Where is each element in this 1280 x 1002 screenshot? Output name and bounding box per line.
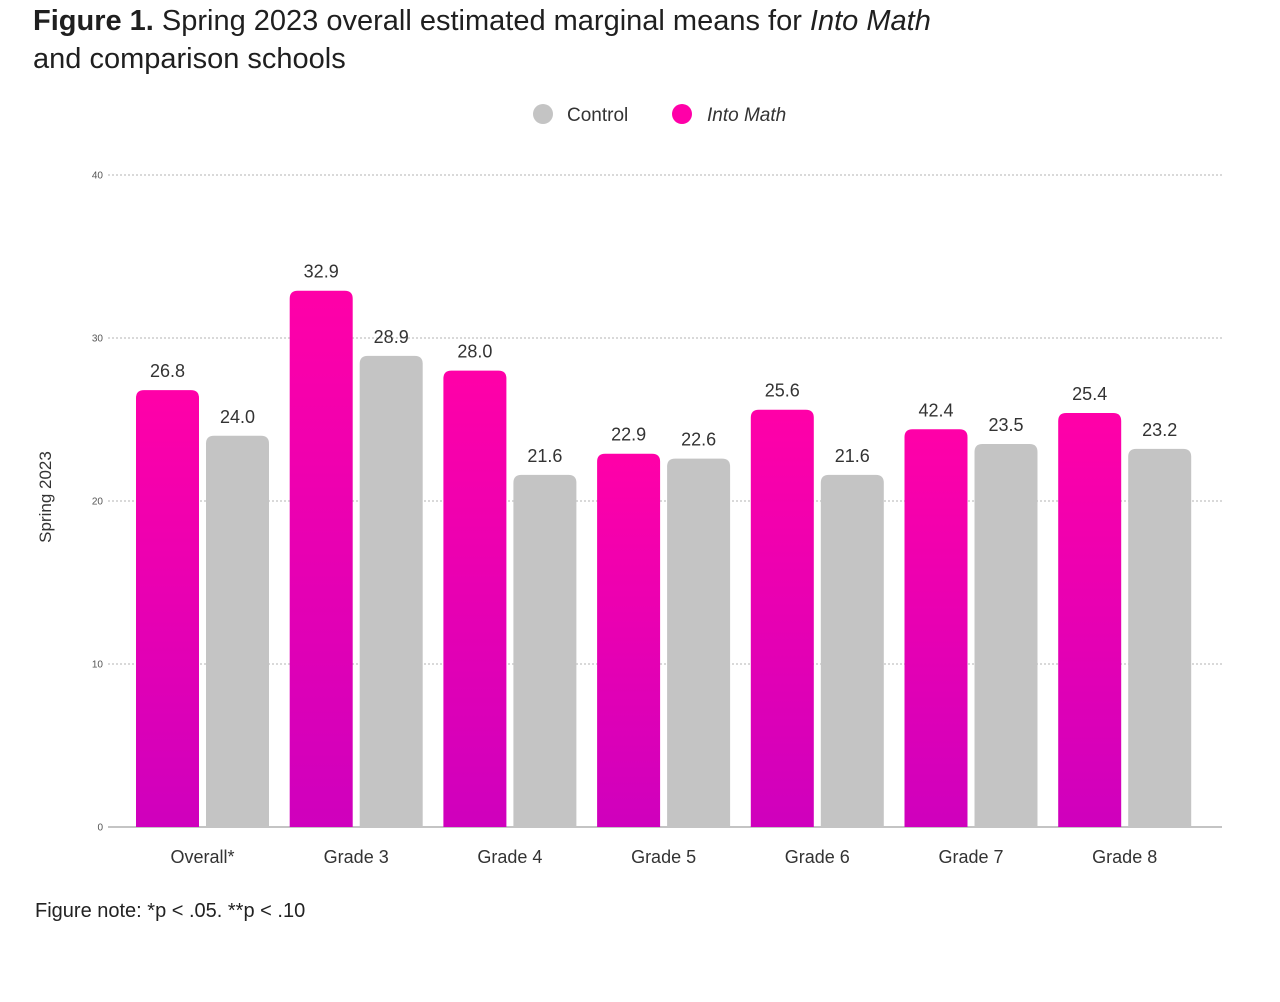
control-bar — [1128, 448, 1192, 827]
control-bar — [667, 458, 731, 827]
figure-label: Figure 1. — [33, 5, 154, 37]
into-math-bar — [443, 370, 507, 827]
x-tick-label: Grade 6 — [785, 847, 850, 867]
figure-title: Figure 1. Spring 2023 overall estimated … — [33, 2, 1033, 78]
x-tick-label: Overall* — [170, 847, 234, 867]
into-math-bar — [1058, 412, 1122, 827]
y-tick-label: 20 — [92, 497, 104, 508]
into-math-bar — [750, 409, 814, 827]
control-bar — [974, 443, 1038, 827]
control-bar — [359, 355, 423, 827]
into-math-bar — [597, 453, 661, 827]
legend-swatch — [672, 104, 692, 124]
figure-title-italic: Into Math — [809, 5, 931, 37]
figure-title-text: Spring 2023 overall estimated marginal m… — [153, 5, 810, 37]
figure-note: Figure note: *p < .05. **p < .10 — [35, 900, 306, 922]
control-bar — [820, 474, 884, 827]
y-tick-label: 10 — [92, 660, 104, 671]
into-math-bar — [904, 429, 968, 827]
x-tick-label: Grade 4 — [477, 847, 542, 867]
x-tick-label: Grade 7 — [938, 847, 1003, 867]
x-tick-label: Grade 3 — [324, 847, 389, 867]
data-label: 22.6 — [681, 430, 716, 450]
data-label: 23.5 — [988, 415, 1023, 435]
data-label: 21.6 — [527, 446, 562, 466]
bar-chart: 0 10 20 30 40 Spring 2023 26.8 24.0 Overall* 32.… — [36, 104, 1222, 867]
data-label: 42.4 — [918, 400, 953, 420]
control-bar — [206, 435, 269, 827]
data-label: 25.4 — [1072, 384, 1107, 404]
x-tick-label: Grade 5 — [631, 847, 696, 867]
data-label: 28.9 — [374, 327, 409, 347]
figure-title-line2: and comparison schools — [33, 43, 346, 75]
data-label: 22.9 — [611, 425, 646, 445]
data-label: 32.9 — [304, 262, 339, 282]
y-axis-label: Spring 2023 — [36, 451, 55, 543]
y-tick-label: 40 — [92, 171, 104, 182]
legend-label: Into Math — [707, 105, 786, 126]
legend-label: Control — [567, 105, 628, 126]
y-tick-label: 30 — [92, 334, 104, 345]
into-math-bar — [289, 290, 353, 828]
legend-swatch — [533, 104, 553, 124]
data-label: 21.6 — [835, 446, 870, 466]
data-label: 25.6 — [765, 381, 800, 401]
y-tick-label: 0 — [97, 823, 103, 834]
x-tick-label: Grade 8 — [1092, 847, 1157, 867]
data-label: 28.0 — [457, 342, 492, 362]
control-bar — [513, 474, 577, 827]
data-label: 26.8 — [150, 361, 185, 381]
data-label: 23.2 — [1142, 420, 1177, 440]
data-label: 24.0 — [220, 407, 255, 427]
into-math-bar — [136, 390, 199, 827]
